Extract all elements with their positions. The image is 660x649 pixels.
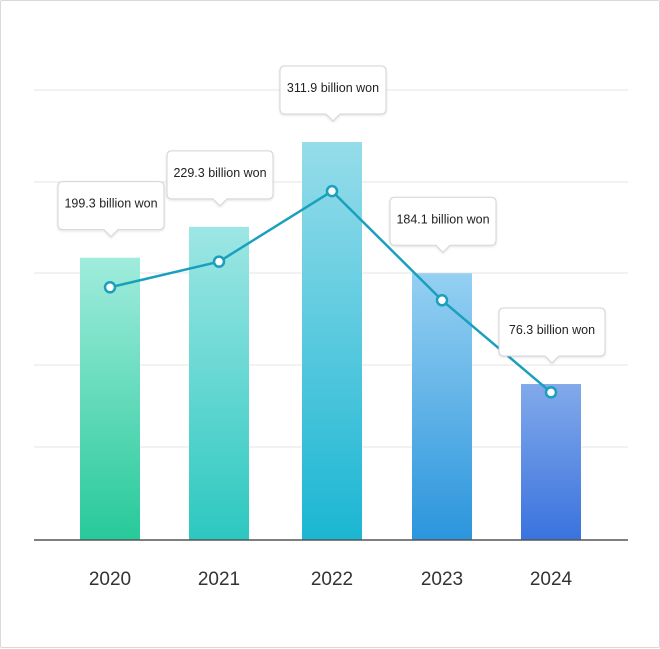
bar-2022 (302, 142, 362, 540)
x-axis: 2020 2021 2022 2023 2024 (34, 539, 628, 590)
callout-2022: 311.9 billion won (279, 65, 387, 122)
line-point-2020 (103, 281, 117, 294)
trend-line (103, 184, 558, 399)
callout-2021: 229.3 billion won (166, 150, 274, 207)
line-point-2024 (544, 386, 558, 399)
callout-box (166, 150, 274, 207)
x-tick-label: 2024 (530, 569, 573, 590)
line-point-2022 (325, 184, 339, 198)
data-label: 184.1 billion won (396, 212, 489, 226)
callout-box (389, 196, 497, 253)
bars (80, 142, 581, 540)
data-label: 199.3 billion won (64, 197, 157, 211)
x-tick-label: 2023 (421, 569, 463, 590)
bar-2023 (412, 273, 472, 540)
bar-2021 (189, 226, 249, 540)
x-tick-label: 2022 (311, 569, 353, 590)
data-label: 311.9 billion won (287, 81, 379, 95)
data-label: 229.3 billion won (173, 166, 266, 180)
callout-box (279, 65, 387, 122)
callout-box (498, 307, 606, 364)
line-point-2023 (435, 294, 449, 307)
callout-2023: 184.1 billion won (389, 196, 497, 253)
bar-2020 (80, 257, 140, 540)
data-label-callouts: 199.3 billion won 229.3 billion won 311.9 … (57, 65, 606, 364)
x-tick-label: 2021 (198, 569, 240, 590)
line-point-2021 (212, 255, 226, 268)
x-tick-label: 2020 (89, 569, 131, 590)
bar-2024 (521, 384, 581, 540)
data-label: 76.3 billion won (509, 323, 595, 337)
callout-2020: 199.3 billion won (57, 181, 165, 238)
callout-box (57, 181, 165, 238)
callout-2024: 76.3 billion won (498, 307, 606, 364)
